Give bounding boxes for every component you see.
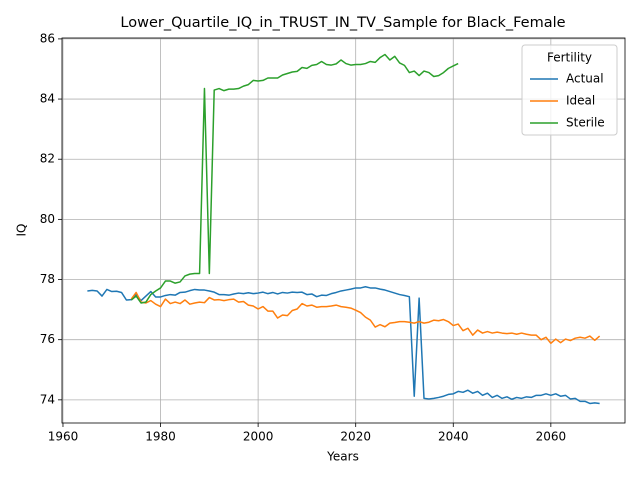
line-series xyxy=(87,286,600,405)
y-axis-label: IQ xyxy=(15,224,29,237)
plot-frame xyxy=(61,37,626,424)
y-tick-label: 74 xyxy=(40,392,55,406)
y-tick-label: 80 xyxy=(40,212,55,226)
chart-title: Lower_Quartile_IQ_in_TRUST_IN_TV_Sample … xyxy=(120,15,565,31)
x-tick-label: 1960 xyxy=(48,430,79,444)
y-tick-label: 78 xyxy=(40,272,55,286)
line-series xyxy=(130,291,601,345)
y-tick-label: 76 xyxy=(40,332,55,346)
x-tick-label: 2000 xyxy=(243,430,274,444)
x-axis-label: Years xyxy=(326,450,359,464)
line-series xyxy=(130,53,459,304)
y-tick-label: 86 xyxy=(40,31,55,45)
x-tick-label: 1980 xyxy=(145,430,176,444)
legend-label: Ideal xyxy=(566,94,595,108)
legend-box xyxy=(521,44,618,136)
x-tick-label: 2040 xyxy=(438,430,469,444)
x-tick-label: 2020 xyxy=(340,430,371,444)
y-tick-label: 84 xyxy=(40,92,55,106)
y-tick-label: 82 xyxy=(40,152,55,166)
legend: Fertility Actual Ideal Sterile xyxy=(521,44,618,136)
x-tick-label: 2060 xyxy=(536,430,567,444)
legend-title: Fertility xyxy=(547,51,592,65)
legend-label: Actual xyxy=(566,72,604,86)
legend-label: Sterile xyxy=(566,116,605,130)
